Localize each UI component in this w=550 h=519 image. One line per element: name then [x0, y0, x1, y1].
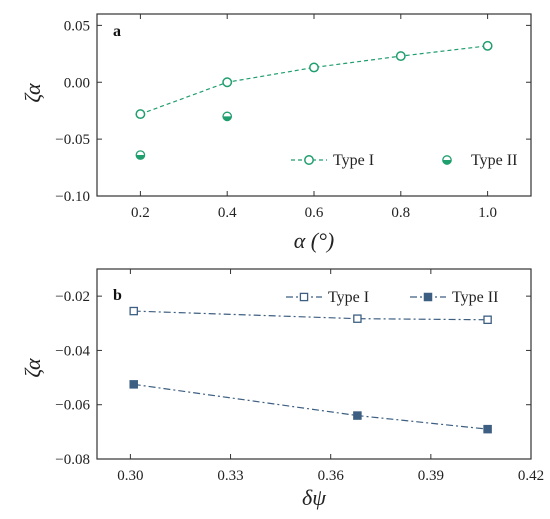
legend-label: Type II	[471, 152, 517, 169]
data-point	[483, 424, 492, 434]
data-point	[222, 111, 233, 122]
x-tick-label: 0.36	[318, 468, 345, 484]
panel-a: 0.2 0.4 0.6 0.8 1.0 −0.10 −0.05 0.00 0.05 α (°) ζα…	[20, 13, 532, 253]
data-point	[129, 306, 138, 316]
y-tick-label: −0.02	[55, 289, 90, 305]
data-point	[483, 315, 492, 325]
series-line	[133, 383, 488, 430]
y-tick-label: −0.08	[55, 452, 90, 468]
series-type-ii	[129, 380, 492, 434]
x-axis-label: α (°)	[294, 228, 335, 253]
legend-label: Type II	[452, 289, 498, 306]
y-tick-label: 0.00	[64, 75, 90, 91]
series-type-i	[129, 306, 492, 325]
legend-marker	[423, 292, 433, 302]
x-tick-label: 0.8	[391, 205, 410, 221]
legend-label: Type I	[333, 152, 374, 169]
x-tick-label: 1.0	[478, 205, 497, 221]
x-tick-label: 0.42	[518, 468, 544, 484]
plot-frame	[96, 13, 532, 197]
data-point	[353, 314, 362, 323]
data-point	[309, 62, 319, 73]
series-type-ii	[135, 111, 233, 160]
data-point	[222, 77, 233, 88]
y-tick-label: −0.06	[55, 398, 90, 414]
x-tick-label: 0.2	[131, 205, 150, 221]
legend-marker	[299, 292, 309, 302]
data-point	[135, 150, 146, 160]
x-tick-label: 0.33	[217, 468, 243, 484]
series-line	[133, 310, 488, 321]
legend-entry: Type I	[286, 289, 369, 306]
legend-entry: Type II	[410, 289, 498, 306]
data-point	[135, 109, 146, 120]
legend-entry: Type I	[291, 152, 374, 169]
panel-letter: a	[113, 23, 121, 40]
legend-marker	[304, 155, 314, 165]
x-tick-label: 0.6	[305, 205, 324, 221]
x-tick-label: 0.30	[117, 468, 143, 484]
y-tick-label: −0.05	[55, 132, 90, 148]
data-point	[395, 51, 406, 62]
data-point	[129, 380, 138, 389]
plot-frame	[96, 268, 532, 460]
series-line	[140, 45, 488, 115]
panel-letter: b	[113, 287, 122, 304]
data-point	[353, 411, 362, 420]
y-axis-label: ζα	[20, 358, 45, 378]
y-tick-label: −0.04	[55, 343, 90, 359]
legend-marker	[442, 155, 452, 165]
legend-label: Type I	[328, 289, 369, 306]
x-axis-label: δψ	[302, 485, 326, 510]
series-type-i	[135, 40, 493, 120]
y-tick-label: −0.10	[55, 189, 90, 205]
legend-entry: Type II	[442, 152, 517, 169]
y-axis-label: ζα	[20, 83, 45, 103]
panel-b: 0.30 0.33 0.36 0.39 0.42 −0.08 −0.06 −0.04 −0.02…	[20, 268, 544, 510]
x-tick-label: 0.39	[418, 468, 444, 484]
x-tick-label: 0.4	[218, 205, 237, 221]
y-tick-label: 0.05	[64, 18, 90, 34]
data-point	[482, 40, 493, 51]
